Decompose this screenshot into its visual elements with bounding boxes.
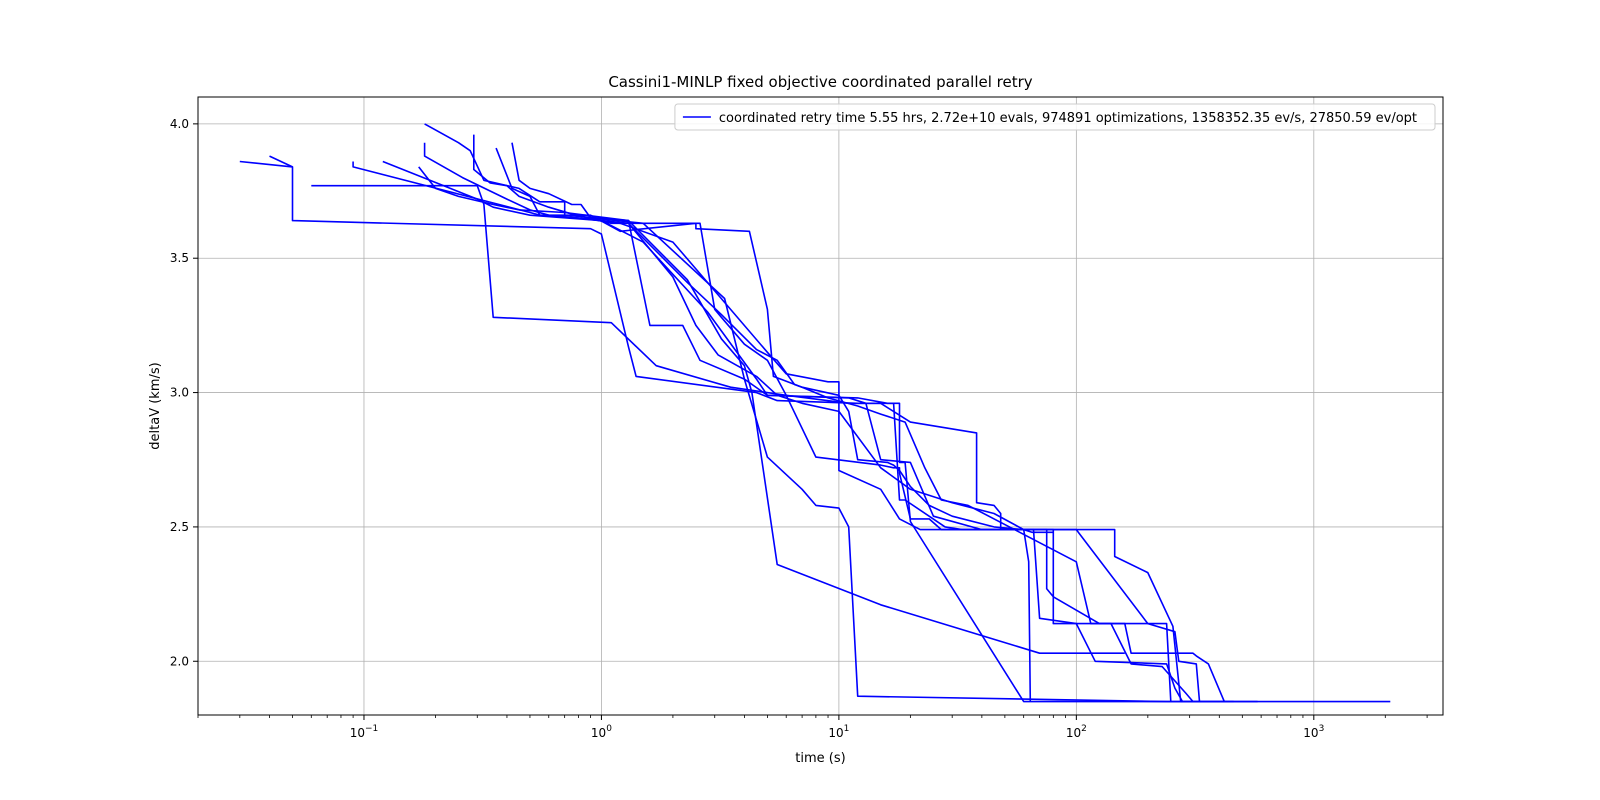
y-tick-label: 3.5 [170, 251, 189, 265]
x-tick-label: 102 [1066, 724, 1087, 740]
legend-box [674, 103, 1436, 131]
series-run-line [495, 147, 1201, 702]
series-run-line [382, 160, 1194, 703]
x-axis-label: time (s) [795, 751, 845, 766]
series-run-line [423, 142, 1172, 702]
series-run-line [418, 166, 1125, 655]
legend: coordinated retry time 5.55 hrs, 2.72e+1… [674, 103, 1436, 131]
chart-title: Cassini1-MINLP fixed objective coordinat… [608, 73, 1032, 91]
y-tick-label: 3.0 [170, 386, 189, 400]
plot-area-frame [197, 96, 1444, 716]
x-axis-ticks: 10−1 100 101 102 103 [197, 715, 1428, 740]
y-tick-label: 4.0 [170, 117, 189, 131]
series-run-line [269, 155, 293, 168]
legend-entry-label: coordinated retry time 5.55 hrs, 2.72e+1… [719, 111, 1417, 126]
series-run-line [239, 160, 1391, 703]
series-run-line [511, 142, 1234, 703]
y-axis-label: deltaV (km/s) [148, 362, 163, 449]
y-axis-ticks: 2.0 2.5 3.0 3.5 4.0 [170, 117, 198, 668]
y-tick-label: 2.0 [170, 654, 189, 668]
series-run-line [627, 222, 1226, 702]
x-tick-label: 103 [1303, 724, 1324, 740]
x-tick-label: 10−1 [350, 724, 379, 740]
plot-series-lines [239, 123, 1391, 703]
y-tick-label: 2.5 [170, 520, 189, 534]
x-tick-label: 100 [591, 724, 612, 740]
x-tick-label: 101 [828, 724, 849, 740]
